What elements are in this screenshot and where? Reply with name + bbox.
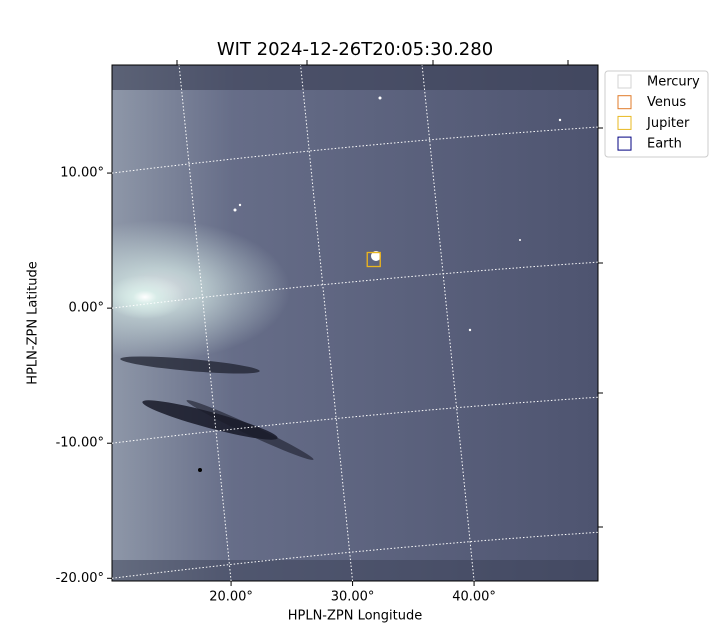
image	[112, 65, 598, 581]
legend	[604, 70, 709, 158]
legend-label: Mercury	[647, 75, 700, 90]
legend-label: Earth	[647, 137, 682, 152]
legend-marker	[617, 115, 632, 130]
y-tick-label: -10.00°	[56, 436, 104, 451]
grid-line	[111, 531, 599, 579]
legend-label: Venus	[647, 95, 686, 110]
top-right-ticks	[176, 60, 603, 528]
x-tick-label: 20.00°	[209, 590, 253, 605]
y-tick-label: 10.00°	[60, 166, 104, 181]
planet-marker	[366, 251, 381, 268]
chart-title: WIT 2024-12-26T20:05:30.280	[217, 39, 493, 60]
legend-marker	[617, 136, 632, 151]
grid-line	[111, 261, 599, 309]
x-axis-label: HPLN-ZPN Longitude	[288, 609, 423, 624]
legend-label: Jupiter	[646, 116, 690, 131]
x-tick-label: 40.00°	[452, 590, 496, 605]
y-tick-label: -20.00°	[56, 571, 104, 586]
grid-line	[300, 64, 354, 582]
legend-marker	[617, 95, 632, 110]
grid-line	[111, 396, 599, 444]
grid-line	[178, 64, 232, 582]
grid-line	[111, 126, 599, 174]
legend-marker	[617, 74, 632, 89]
axes-frame	[111, 64, 599, 582]
y-axis-label: HPLN-ZPN Latitude	[26, 261, 41, 384]
grid-line	[421, 64, 475, 582]
x-tick-label: 30.00°	[331, 590, 375, 605]
y-tick-label: 0.00°	[69, 301, 104, 316]
